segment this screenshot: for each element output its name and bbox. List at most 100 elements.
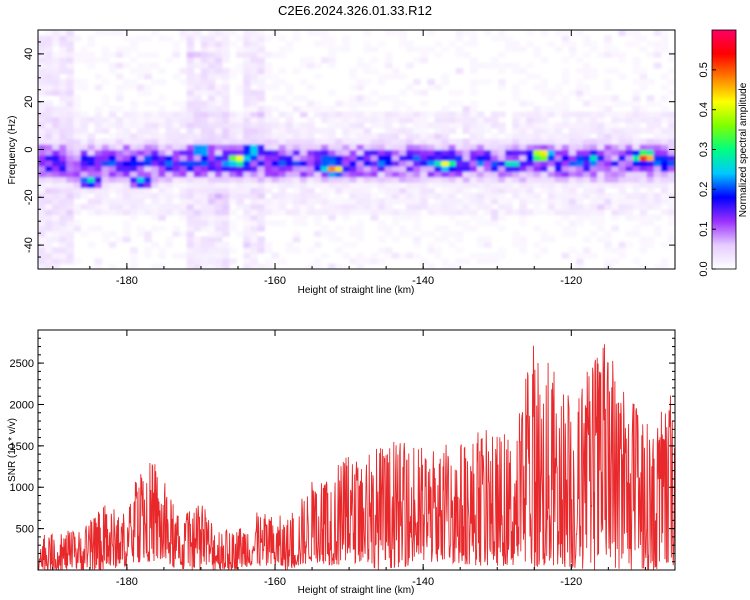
spectrogram-cell [328, 149, 336, 156]
spectrogram-x-axis-title: Height of straight line (km) [298, 285, 415, 296]
spectrogram-cell [597, 203, 605, 210]
spectrogram-cell [193, 138, 202, 145]
spectrogram-cell [151, 192, 159, 199]
spectrogram-cell [512, 138, 520, 145]
spectrogram-cell [207, 171, 216, 178]
spectrogram-cell [94, 160, 103, 167]
spectrogram-cell [639, 154, 648, 161]
spectrogram-cell [483, 144, 492, 151]
spectrogram-cell [45, 30, 53, 37]
spectrogram-cell [498, 127, 506, 134]
spectrogram-cell [214, 73, 223, 80]
spectrogram-cell [278, 68, 287, 75]
spectrogram-cell [236, 171, 244, 178]
spectrogram-cell [575, 127, 584, 134]
spectrogram-cell [306, 247, 315, 254]
spectrogram-cell [250, 236, 259, 243]
spectrogram-cell [590, 111, 598, 118]
spectrogram-cell [278, 35, 287, 42]
spectrogram-cell [462, 160, 471, 167]
spectrogram-cell [604, 165, 612, 172]
spectrogram-cell [469, 133, 478, 140]
spectrogram-cell [554, 220, 563, 227]
spectrogram-cell [214, 247, 223, 254]
spectrogram-cell [540, 138, 549, 145]
spectrogram-cell [505, 154, 513, 161]
spectrogram-cell [441, 111, 450, 118]
spectrogram-cell [278, 122, 287, 129]
spectrogram-cell [52, 149, 60, 156]
spectrogram-cell [73, 225, 82, 232]
spectrogram-cell [222, 187, 230, 194]
spectrogram-cell [455, 182, 464, 189]
spectrogram-cell [306, 263, 315, 269]
spectrogram-cell [554, 171, 563, 178]
spectrogram-cell [597, 106, 605, 113]
spectrogram-cell [391, 236, 400, 243]
spectrogram-cell [490, 133, 499, 140]
spectrogram-cell [625, 198, 634, 205]
spectrogram-cell [285, 165, 294, 172]
spectrogram-cell [165, 203, 174, 210]
snr-x-tick-label: -120 [560, 576, 582, 588]
spectrogram-cell [250, 187, 259, 194]
spectrogram-cell [314, 138, 322, 145]
spectrogram-cell [292, 165, 301, 172]
spectrogram-cell [250, 203, 259, 210]
spectrogram-cell [547, 171, 556, 178]
spectrogram-cell [172, 149, 181, 156]
spectrogram-cell [243, 225, 251, 232]
spectrogram-cell [533, 51, 542, 58]
spectrogram-cell [115, 236, 124, 243]
spectrogram-cell [314, 171, 322, 178]
spectrogram-cell [398, 30, 407, 37]
spectrogram-cell [646, 127, 655, 134]
spectrogram-cell [604, 203, 612, 210]
spectrogram-cell [80, 182, 89, 189]
spectrogram-cell [653, 46, 662, 53]
spectrogram-cell [582, 51, 591, 58]
spectrogram-cell [137, 176, 145, 183]
spectrogram-cell [625, 209, 634, 216]
spectrogram-cell [611, 138, 619, 145]
spectrogram-cell [59, 138, 67, 145]
spectrogram-cell [193, 192, 202, 199]
spectrogram-cell [363, 78, 372, 85]
spectrogram-cell [547, 106, 556, 113]
spectrogram-cell [632, 198, 641, 205]
spectrogram-cell [108, 187, 117, 194]
spectrogram-cell [667, 198, 675, 205]
spectrogram-cell [391, 165, 400, 172]
spectrogram-cell [512, 46, 520, 53]
spectrogram-cell [639, 192, 648, 199]
spectrogram-cell [561, 138, 570, 145]
spectrogram-cell [660, 84, 669, 91]
spectrogram-cell [94, 122, 103, 129]
spectrogram-cell [391, 160, 400, 167]
spectrogram-cell [314, 127, 322, 134]
spectrogram-cell [250, 127, 259, 134]
spectrogram-cell [193, 209, 202, 216]
spectrogram-cell [186, 241, 195, 248]
spectrogram-cell [200, 252, 209, 259]
spectrogram-cell [618, 73, 627, 80]
spectrogram-cell [94, 149, 103, 156]
spectrogram-cell [618, 198, 627, 205]
spectrogram-cell [179, 182, 188, 189]
spectrogram-cell [66, 62, 74, 69]
spectrogram-cell [222, 160, 230, 167]
spectrogram-cell [115, 203, 124, 210]
spectrogram-cell [243, 214, 251, 221]
spectrogram-cell [406, 138, 414, 145]
spectrogram-cell [45, 236, 53, 243]
spectrogram-cell [158, 225, 166, 232]
spectrogram-cell [547, 138, 556, 145]
spectrogram-cell [441, 138, 450, 145]
spectrogram-cell [568, 149, 577, 156]
spectrogram-cell [370, 176, 379, 183]
spectrogram-cell [94, 73, 103, 80]
spectrogram-cell [250, 133, 259, 140]
spectrogram-cell [250, 258, 259, 265]
spectrogram-cell [179, 192, 188, 199]
spectrogram-cell [87, 57, 96, 64]
